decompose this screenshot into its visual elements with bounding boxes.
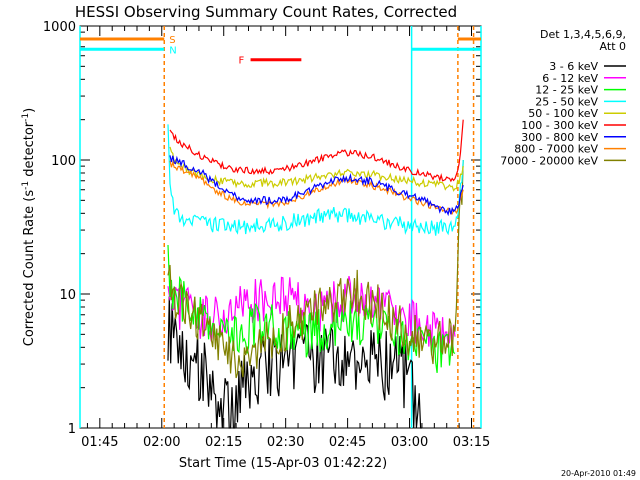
flag-label-f: F xyxy=(239,56,245,67)
x-tick-label: 01:45 xyxy=(81,435,118,450)
series-line-7 xyxy=(169,160,464,215)
x-tick-label: 02:00 xyxy=(143,435,180,450)
legend-entry-label: 300 - 800 keV xyxy=(521,131,598,144)
legend-entry-label: 50 - 100 keV xyxy=(528,107,598,120)
series-line-8 xyxy=(167,159,464,379)
plot-area: 1 10 100 1000 01:45 02:00 02:15 02:30 02:45 03:00… xyxy=(43,20,490,450)
date-stamp: 20-Apr-2010 01:49 xyxy=(561,469,636,478)
flag-label-s: S xyxy=(169,35,175,46)
legend-entry-label: 7000 - 20000 keV xyxy=(500,154,598,167)
legend-entry-label: 100 - 300 keV xyxy=(521,119,598,132)
series-line-5 xyxy=(169,119,464,183)
y-tick-label: 1000 xyxy=(43,20,76,35)
flag-label-n: N xyxy=(169,45,176,56)
y-axis-label-mid: detector xyxy=(22,121,37,181)
series-line-3 xyxy=(167,124,464,236)
legend-header: Det 1,3,4,5,6,9, xyxy=(540,28,626,41)
legend-entry-label: 6 - 12 keV xyxy=(542,72,598,85)
svg-text:Corrected Count Rate (s-1 dete: Corrected Count Rate (s-1 detector-1) xyxy=(21,108,37,346)
y-axis-label-main: Corrected Count Rate (s xyxy=(22,190,37,347)
series-line-0 xyxy=(167,296,422,429)
series-line-6 xyxy=(169,155,464,217)
x-tick-label: 03:15 xyxy=(453,435,490,450)
legend-entry-label: 800 - 7000 keV xyxy=(514,143,598,156)
y-axis-label-sup1: -1 xyxy=(21,181,31,190)
x-tick-label: 02:45 xyxy=(329,435,366,450)
chart-title: HESSI Observing Summary Count Rates, Cor… xyxy=(75,3,457,21)
x-tick-label: 02:15 xyxy=(205,435,242,450)
legend-header: Att 0 xyxy=(600,40,626,53)
y-tick-label: 10 xyxy=(59,288,76,303)
y-axis-label: Corrected Count Rate (s-1 detector-1) xyxy=(21,108,37,346)
legend-entry-label: 25 - 50 keV xyxy=(535,95,598,108)
x-tick-label: 02:30 xyxy=(267,435,304,450)
y-axis-label-sup2: -1 xyxy=(21,113,31,122)
series-line-4 xyxy=(169,146,464,192)
x-tick-label: 03:00 xyxy=(391,435,428,450)
y-tick-label: 1 xyxy=(68,422,76,437)
y-tick-label: 100 xyxy=(51,154,76,169)
legend-entry-label: 12 - 25 keV xyxy=(535,84,598,97)
legend-entry-label: 3 - 6 keV xyxy=(549,60,598,73)
x-axis-label: Start Time (15-Apr-03 01:42:22) xyxy=(179,456,387,471)
y-axis-label-end: ) xyxy=(22,108,37,113)
